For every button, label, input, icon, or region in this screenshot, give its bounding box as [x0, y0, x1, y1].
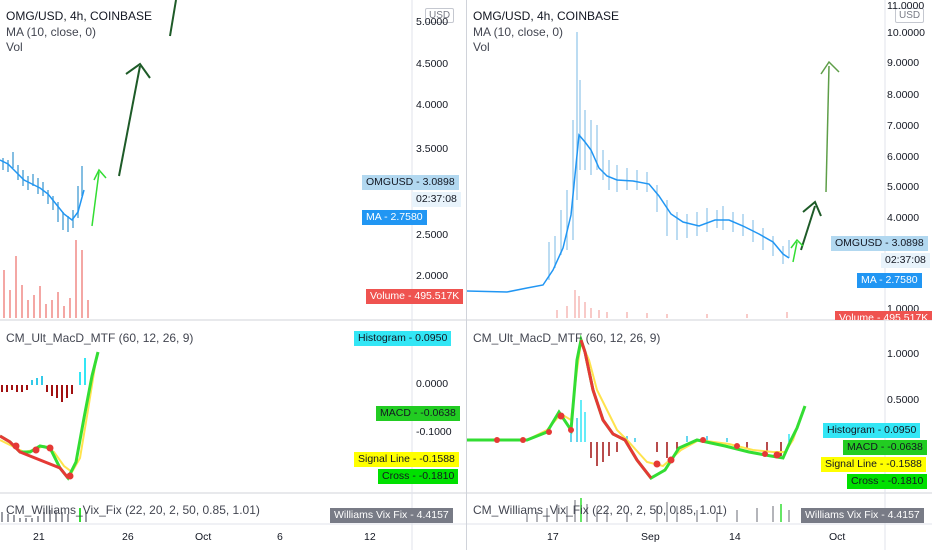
symbol-title[interactable]: OMG/USD, 4h, COINBASE — [473, 9, 620, 23]
vix-value-label: Williams Vix Fix - 4.4157 — [330, 508, 453, 523]
cross-dots — [12, 442, 74, 480]
cross-value-label: Cross - -0.1810 — [378, 469, 459, 484]
candlesticks — [2, 152, 83, 232]
volume-value-label: Volume - 495.517K — [835, 311, 932, 320]
macd-tick: 0.0000 — [416, 378, 449, 390]
trend-arrow-light[interactable] — [91, 168, 107, 227]
macd-histogram — [1, 358, 86, 402]
price-tick: 7.0000 — [887, 120, 920, 132]
time-tick: 6 — [277, 531, 283, 543]
trend-arrow-olive[interactable] — [820, 60, 840, 193]
macd-histogram — [570, 400, 790, 466]
chart-right[interactable]: OMG/USD, 4h, COINBASE MA (10, close, 0) … — [466, 0, 932, 550]
macd-line-red — [579, 339, 653, 479]
volume-bars — [3, 240, 89, 318]
trend-arrow-dark[interactable] — [118, 0, 177, 177]
ma-line — [0, 159, 85, 222]
macd-value-label: MACD - -0.0638 — [376, 406, 460, 421]
price-tick: 5.0000 — [416, 16, 449, 28]
vix-indicator-legend[interactable]: CM_Williams_Vix_Fix (22, 20, 2, 50, 0.85… — [6, 503, 260, 517]
macd-tick: 1.0000 — [887, 348, 920, 360]
price-tick: 9.0000 — [887, 57, 920, 69]
price-tick: 11.0000 — [887, 0, 925, 12]
macd-indicator-legend[interactable]: CM_Ult_MacD_MTF (60, 12, 26, 9) — [473, 331, 661, 345]
time-tick: Oct — [829, 531, 846, 543]
ma-line — [467, 133, 790, 293]
currency-button[interactable]: USD — [895, 8, 925, 23]
time-tick: Oct — [195, 531, 212, 543]
price-tick: 5.0000 — [887, 181, 920, 193]
vol-indicator-legend[interactable]: Vol — [6, 40, 23, 54]
signal-value-label: Signal Line - -0.1588 — [354, 452, 459, 467]
ma-value-label: MA - 2.7580 — [857, 273, 922, 288]
candlesticks — [548, 32, 790, 280]
macd-indicator-legend[interactable]: CM_Ult_MacD_MTF (60, 12, 26, 9) — [6, 331, 194, 345]
vix-value-label: Williams Vix Fix - 4.4157 — [801, 508, 924, 523]
countdown-label: 02:37:08 — [881, 253, 930, 268]
time-tick: 12 — [364, 531, 376, 543]
time-tick: Sep — [641, 531, 660, 543]
chart-left[interactable]: OMG/USD, 4h, COINBASE MA (10, close, 0) … — [0, 0, 466, 550]
countdown-label: 02:37:08 — [412, 192, 461, 207]
cross-value-label: Cross - -0.1810 — [847, 474, 928, 489]
currency-button[interactable]: USD — [425, 8, 455, 23]
signal-line — [0, 359, 97, 474]
price-tick: 3.5000 — [416, 143, 449, 155]
price-tick: 6.0000 — [887, 151, 920, 163]
ma-indicator-legend[interactable]: MA (10, close, 0) — [6, 25, 97, 39]
signal-value-label: Signal Line - -0.1588 — [821, 457, 926, 472]
macd-value-label: MACD - -0.0638 — [843, 440, 927, 455]
price-tick: 4.5000 — [416, 58, 449, 70]
time-tick: 21 — [33, 531, 45, 543]
chart-right-canvas — [467, 0, 932, 550]
price-label: OMGUSD - 3.0898 — [831, 236, 928, 251]
macd-tick: -0.1000 — [416, 426, 452, 438]
vix-bars — [1, 508, 87, 522]
vix-indicator-legend[interactable]: CM_Williams_Vix_Fix (22, 20, 2, 50, 0.85… — [473, 503, 727, 517]
histogram-value-label: Histogram - 0.0950 — [823, 423, 921, 438]
ma-value-label: MA - 2.7580 — [362, 210, 427, 225]
macd-line-red — [0, 434, 70, 479]
trend-arrow-light[interactable] — [790, 238, 804, 263]
price-tick: 4.0000 — [887, 212, 920, 224]
price-tick: 4.0000 — [416, 99, 449, 111]
time-tick: 14 — [729, 531, 741, 543]
price-tick: 2.0000 — [416, 270, 449, 282]
chart-left-canvas — [0, 0, 466, 550]
ma-indicator-legend[interactable]: MA (10, close, 0) — [473, 25, 564, 39]
cross-dots — [494, 412, 781, 468]
price-tick: 10.0000 — [887, 27, 925, 39]
time-tick: 26 — [122, 531, 134, 543]
volume-value-label: Volume - 495.517K — [366, 289, 464, 304]
macd-tick: 0.5000 — [887, 394, 920, 406]
signal-line — [467, 338, 802, 468]
volume-bars — [556, 290, 788, 318]
price-tick: 8.0000 — [887, 89, 920, 101]
symbol-title[interactable]: OMG/USD, 4h, COINBASE — [6, 9, 153, 23]
vol-indicator-legend[interactable]: Vol — [473, 40, 490, 54]
macd-line — [0, 351, 100, 481]
time-tick: 17 — [547, 531, 559, 543]
histogram-value-label: Histogram - 0.0950 — [354, 331, 452, 346]
price-tick: 2.5000 — [416, 229, 449, 241]
trend-arrow-dark[interactable] — [800, 200, 822, 251]
vix-bars — [526, 498, 790, 522]
price-label: OMGUSD - 3.0898 — [362, 175, 459, 190]
